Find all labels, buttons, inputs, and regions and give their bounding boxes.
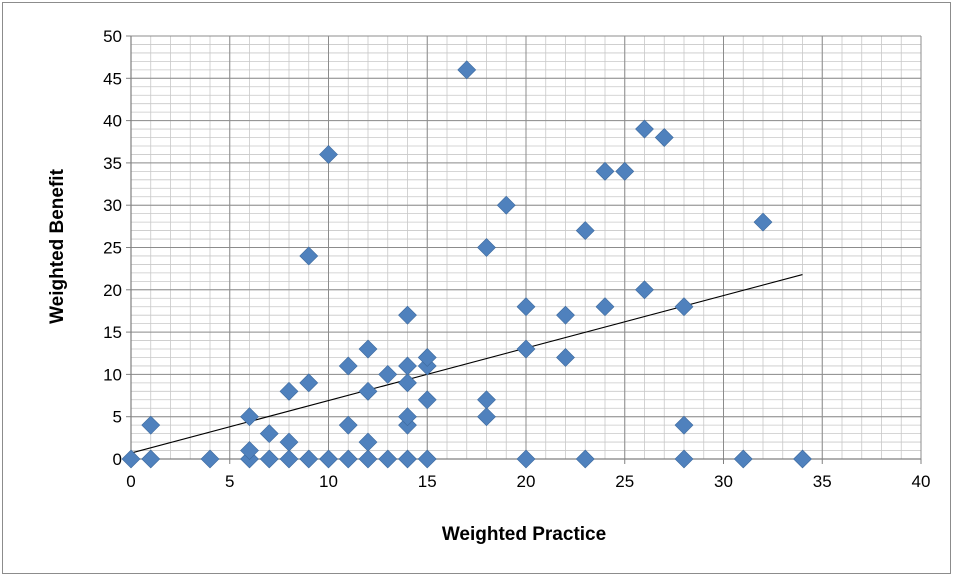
data-point	[477, 390, 496, 410]
x-tick-label: 5	[225, 472, 234, 491]
data-point	[753, 212, 773, 232]
x-axis-title: Weighted Practice	[442, 524, 606, 545]
data-point	[595, 161, 615, 181]
x-tick-label: 20	[517, 472, 536, 491]
data-point	[516, 449, 536, 469]
data-point	[299, 246, 319, 266]
data-point	[674, 415, 694, 435]
data-point	[358, 339, 378, 359]
data-point	[240, 441, 259, 460]
x-tick-label: 40	[912, 472, 931, 491]
data-point	[279, 449, 299, 469]
data-point	[595, 297, 615, 317]
x-tick-label: 25	[615, 472, 634, 491]
data-point	[121, 449, 141, 469]
data-point	[635, 119, 654, 139]
x-tick-label: 15	[418, 472, 437, 491]
data-point	[516, 339, 536, 359]
y-tick-label: 15	[103, 323, 122, 342]
data-point	[575, 449, 595, 469]
data-point	[319, 145, 338, 164]
data-point	[378, 364, 398, 384]
data-point	[299, 373, 319, 393]
data-point	[338, 449, 358, 469]
data-point	[556, 348, 575, 367]
data-point	[674, 449, 694, 469]
x-tick-label: 10	[319, 472, 338, 491]
data-point	[279, 432, 299, 452]
y-tick-label: 20	[103, 281, 122, 300]
data-point	[556, 305, 575, 325]
data-point	[417, 449, 437, 469]
y-tick-label: 30	[103, 196, 122, 215]
data-point	[141, 449, 161, 469]
y-tick-label: 50	[103, 27, 122, 46]
data-point	[200, 449, 220, 469]
y-tick-label: 40	[103, 112, 122, 131]
y-tick-label: 25	[103, 239, 122, 258]
data-point	[259, 424, 279, 444]
data-point	[378, 449, 398, 469]
data-point	[516, 297, 536, 317]
data-point	[575, 221, 595, 241]
data-point	[259, 449, 279, 469]
data-point	[496, 195, 516, 215]
data-points	[121, 60, 812, 469]
y-tick-label: 5	[113, 408, 122, 427]
data-point	[338, 356, 358, 376]
data-point	[417, 390, 437, 410]
data-point	[417, 348, 437, 367]
data-point	[654, 128, 674, 147]
data-point	[793, 449, 812, 469]
data-point	[635, 280, 654, 300]
data-point	[733, 449, 753, 469]
x-tick-label: 35	[813, 472, 832, 491]
y-tick-label: 0	[113, 450, 122, 469]
data-point	[398, 356, 417, 376]
data-point	[279, 381, 299, 401]
x-tick-label: 30	[714, 472, 733, 491]
data-point	[358, 381, 378, 401]
data-point	[674, 297, 694, 317]
data-point	[398, 305, 417, 325]
data-point	[457, 60, 477, 80]
data-point	[319, 449, 338, 469]
tick-labels: 0 5 10 15 20 25 30 35 40 0 5 10 15 20 25 30 35 40 45 50	[103, 27, 930, 491]
scatter-chart: 0 5 10 15 20 25 30 35 40 0 5 10 15 20 25 30 35 40 45 50 Wei…	[47, 27, 930, 545]
data-point	[240, 407, 259, 427]
data-point	[141, 415, 161, 435]
x-tick-label: 0	[126, 472, 135, 491]
data-point	[358, 432, 378, 452]
data-point	[299, 449, 319, 469]
y-tick-label: 45	[103, 69, 122, 88]
data-point	[398, 373, 417, 393]
grid	[130, 35, 922, 460]
data-point	[398, 407, 417, 427]
y-axis-title: Weighted Benefit	[47, 168, 68, 323]
data-point	[615, 161, 635, 181]
data-point	[338, 415, 358, 435]
data-point	[358, 449, 378, 469]
y-tick-label: 10	[103, 365, 122, 384]
data-point	[477, 407, 496, 427]
y-tick-label: 35	[103, 154, 122, 173]
data-point	[477, 238, 496, 257]
data-point	[398, 449, 417, 469]
